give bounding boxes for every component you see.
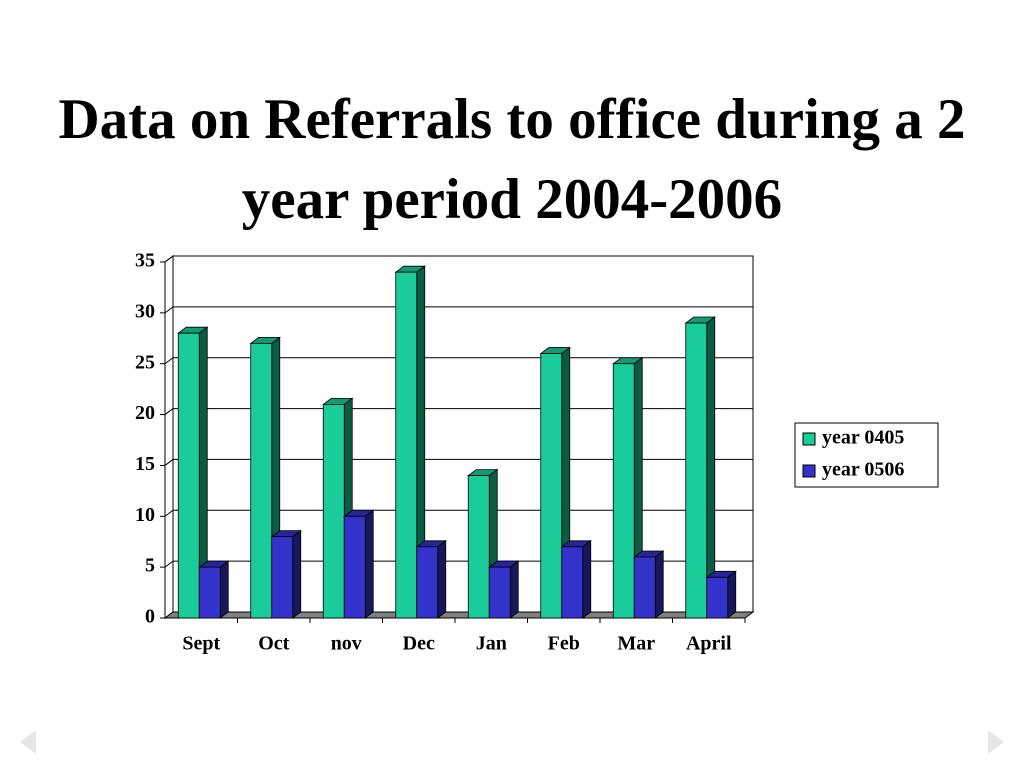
bar-front <box>271 536 294 619</box>
y-tick-label: 25 <box>135 351 155 373</box>
prev-arrow[interactable] <box>20 730 36 754</box>
grid-line <box>164 459 174 466</box>
y-tick-label: 15 <box>135 453 155 475</box>
x-tick-label: Feb <box>548 633 580 655</box>
bar-side <box>582 539 592 619</box>
bar <box>394 265 426 619</box>
bar <box>633 550 665 619</box>
next-arrow[interactable] <box>988 730 1004 754</box>
bar <box>684 316 716 619</box>
chart-title: Data on Referrals to office during a 2 y… <box>58 88 966 231</box>
bar-side <box>509 560 519 619</box>
x-tick-label: April <box>686 633 732 655</box>
bar-front <box>685 322 708 619</box>
bar-front <box>177 332 200 619</box>
bar <box>343 509 375 619</box>
bar <box>415 539 447 619</box>
bar-front <box>322 403 345 619</box>
y-tick-label: 5 <box>145 555 155 577</box>
x-tick-label: Sept <box>182 633 220 655</box>
bar <box>198 560 230 619</box>
legend-label: year 0506 <box>822 459 904 481</box>
bar-front <box>416 546 439 619</box>
y-tick-label: 30 <box>135 300 155 322</box>
bar-front <box>395 271 418 619</box>
legend-box <box>794 422 939 488</box>
legend-swatch <box>802 432 816 446</box>
grid-line <box>164 255 174 263</box>
y-tick-label: 35 <box>135 250 155 272</box>
bar-side <box>364 509 374 619</box>
grid-line <box>164 357 174 365</box>
bar <box>560 539 592 619</box>
y-tick-label: 0 <box>145 606 155 628</box>
grid-line <box>164 560 174 568</box>
bar-side <box>727 570 737 619</box>
bar-side <box>437 539 447 619</box>
grid-line <box>164 408 174 415</box>
bar-front <box>706 576 729 619</box>
bar-front <box>633 556 656 619</box>
bar-front <box>488 566 511 619</box>
bar <box>270 529 302 619</box>
y-tick-label: 10 <box>135 504 155 526</box>
x-tick-label: Oct <box>258 633 289 655</box>
bar-front <box>343 515 366 619</box>
bar-side <box>219 560 229 619</box>
grid-line <box>164 509 174 517</box>
bar-front <box>250 342 273 619</box>
bar-front <box>540 353 563 619</box>
bar-front <box>198 566 221 619</box>
y-tick-label: 20 <box>135 402 155 424</box>
bar <box>249 336 281 619</box>
x-tick-label: Jan <box>476 633 507 655</box>
x-tick-label: Mar <box>617 633 655 655</box>
bar <box>177 326 209 619</box>
bar-side <box>654 550 664 619</box>
legend-swatch <box>802 464 816 478</box>
bar-front <box>467 475 490 619</box>
bar <box>705 570 737 619</box>
x-tick-label: nov <box>331 633 362 655</box>
bar-front <box>612 363 635 619</box>
bar <box>488 560 520 619</box>
x-tick-label: Dec <box>403 633 435 655</box>
grid-line <box>164 306 174 314</box>
legend-label: year 0405 <box>822 427 904 449</box>
bar-front <box>561 546 584 619</box>
bar-side <box>292 529 302 619</box>
